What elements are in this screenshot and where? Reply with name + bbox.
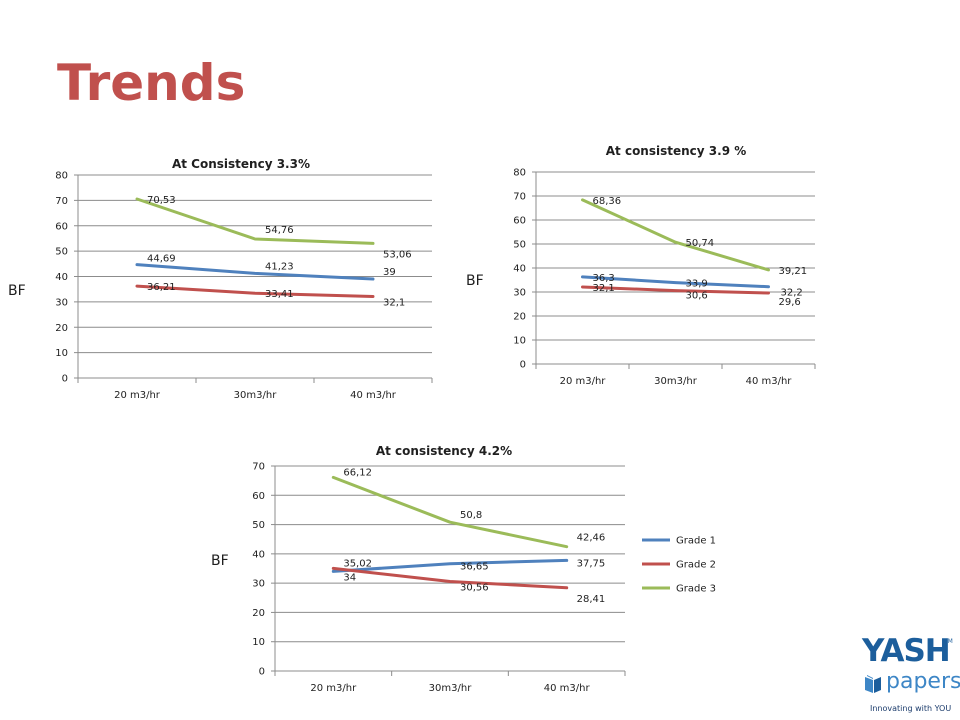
slide-title: Trends <box>57 54 246 112</box>
y-tick-label: 20 <box>513 312 526 323</box>
data-label: 36,3 <box>593 273 615 284</box>
y-tick-label: 70 <box>513 192 526 203</box>
x-tick-label: 30m3/hr <box>429 683 473 694</box>
data-label: 66,12 <box>343 467 372 478</box>
series-line-grade-1 <box>331 558 569 573</box>
data-label: 50,74 <box>686 238 715 249</box>
legend-entry: Grade 1 <box>676 536 716 547</box>
chart-1-y-axis-label: BF <box>8 283 26 299</box>
y-tick-label: 70 <box>55 196 68 207</box>
logo-tagline: Innovating with YOU <box>870 704 952 713</box>
data-label: 53,06 <box>383 249 412 260</box>
data-label: 44,69 <box>147 254 176 265</box>
data-label: 41,23 <box>265 261 294 272</box>
series-line-grade-1 <box>135 263 375 281</box>
yash-papers-logo: YASH TM papers Innovating with YOU <box>860 633 960 716</box>
y-tick-label: 10 <box>513 336 526 347</box>
legend-entry: Grade 3 <box>676 584 716 595</box>
data-label: 36,21 <box>147 282 176 293</box>
y-tick-label: 80 <box>513 168 526 179</box>
y-tick-label: 50 <box>252 520 265 531</box>
x-tick-label: 40 m3/hr <box>544 683 591 694</box>
y-tick-label: 80 <box>55 171 68 182</box>
y-tick-label: 40 <box>513 264 526 275</box>
data-label: 32,1 <box>593 283 615 294</box>
chart-title: At consistency 4.2% <box>376 444 512 458</box>
data-label: 70,53 <box>147 195 176 206</box>
chart-3-y-axis-label: BF <box>211 553 229 569</box>
x-tick-label: 30m3/hr <box>234 390 278 401</box>
x-tick-label: 30m3/hr <box>654 376 698 387</box>
series-line-grade-3 <box>331 475 569 549</box>
chart-title: At Consistency 3.3% <box>172 157 310 171</box>
logo-trademark: TM <box>944 638 953 645</box>
data-label: 29,6 <box>779 297 801 308</box>
series-line-grade-1 <box>581 275 770 289</box>
series-line-grade-3 <box>135 197 375 245</box>
y-tick-label: 0 <box>259 667 265 678</box>
legend-entry: Grade 2 <box>676 560 716 571</box>
data-label: 30,6 <box>686 291 708 302</box>
data-label: 33,41 <box>265 289 294 300</box>
data-label: 35,02 <box>343 558 372 569</box>
x-tick-label: 20 m3/hr <box>114 390 161 401</box>
data-label: 68,36 <box>593 196 622 207</box>
y-tick-label: 40 <box>55 272 68 283</box>
data-label: 30,56 <box>460 583 489 594</box>
logo-product: papers <box>886 669 960 694</box>
y-tick-label: 30 <box>252 579 265 590</box>
data-label: 32,1 <box>383 298 405 309</box>
data-label: 34 <box>343 572 356 583</box>
data-label: 50,8 <box>460 510 482 521</box>
series-line-grade-2 <box>331 566 569 590</box>
y-tick-label: 10 <box>55 348 68 359</box>
logo-brand: YASH <box>862 633 951 669</box>
y-tick-label: 30 <box>55 297 68 308</box>
y-tick-label: 50 <box>513 240 526 251</box>
x-tick-label: 20 m3/hr <box>310 683 357 694</box>
data-label: 32,2 <box>781 288 803 299</box>
series-line-grade-2 <box>135 284 375 298</box>
chart-2-y-axis-label: BF <box>466 273 484 289</box>
y-tick-label: 70 <box>252 462 265 473</box>
y-tick-label: 60 <box>252 491 265 502</box>
y-tick-label: 30 <box>513 288 526 299</box>
x-tick-label: 20 m3/hr <box>560 376 607 387</box>
book-icon <box>865 675 881 693</box>
y-tick-label: 60 <box>513 216 526 227</box>
y-tick-label: 10 <box>252 637 265 648</box>
y-tick-label: 40 <box>252 549 265 560</box>
y-tick-label: 0 <box>520 360 526 371</box>
y-tick-label: 50 <box>55 247 68 258</box>
data-label: 42,46 <box>577 533 606 544</box>
data-label: 39,21 <box>779 266 808 277</box>
series-line-grade-3 <box>581 198 770 272</box>
data-label: 54,76 <box>265 225 294 236</box>
data-label: 33,9 <box>686 279 708 290</box>
data-label: 37,75 <box>577 558 606 569</box>
y-tick-label: 60 <box>55 221 68 232</box>
series-line-grade-2 <box>581 285 770 295</box>
y-tick-label: 0 <box>62 374 68 385</box>
x-tick-label: 40 m3/hr <box>746 376 793 387</box>
y-tick-label: 20 <box>252 608 265 619</box>
data-label: 39 <box>383 267 396 278</box>
chart-title: At consistency 3.9 % <box>606 144 747 158</box>
x-tick-label: 40 m3/hr <box>350 390 397 401</box>
data-label: 36,65 <box>460 562 489 573</box>
y-tick-label: 20 <box>55 323 68 334</box>
data-label: 28,41 <box>577 594 606 605</box>
